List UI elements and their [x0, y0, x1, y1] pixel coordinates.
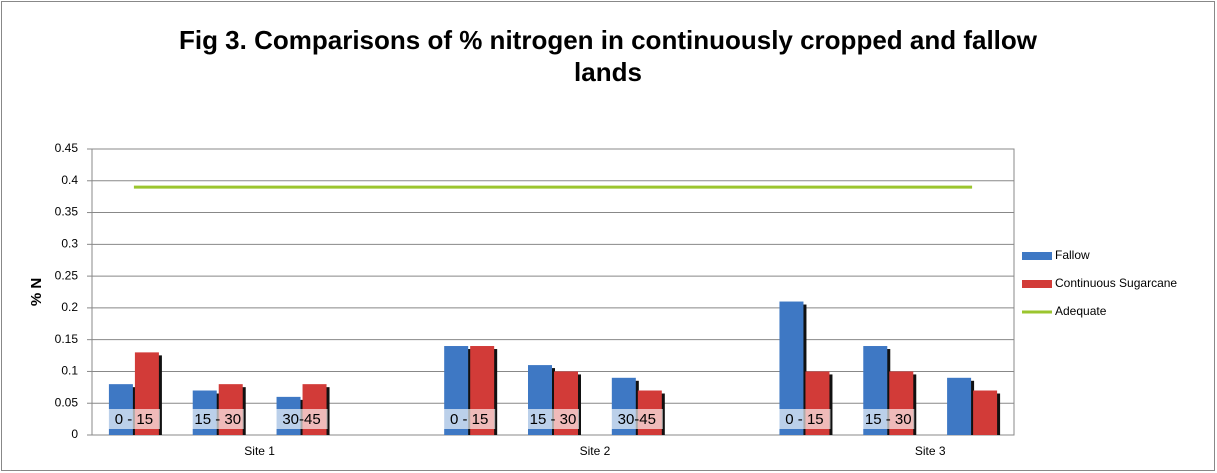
legend-label: Continuous Sugarcane	[1055, 276, 1177, 290]
y-tick-label: 0.1	[61, 364, 78, 378]
category-label: 0 - 15	[115, 411, 153, 428]
y-tick-label: 0.45	[55, 141, 79, 155]
y-tick-label: 0.3	[61, 237, 78, 251]
y-tick-label: 0	[71, 427, 78, 441]
group-label: Site 2	[580, 444, 611, 458]
category-label-box	[275, 409, 328, 429]
y-tick-label: 0.4	[61, 173, 78, 187]
category-label-box	[610, 409, 663, 429]
category-label: 15 - 30	[194, 411, 241, 428]
category-label: 0 - 15	[785, 411, 823, 428]
bar	[947, 377, 972, 435]
y-tick-label: 0.15	[55, 332, 79, 346]
legend-label: Fallow	[1055, 248, 1090, 262]
chart-title: Fig 3. Comparisons of % nitrogen in cont…	[178, 25, 1038, 87]
group-label: Site 3	[915, 444, 946, 458]
category-label: 30-45	[282, 411, 320, 428]
category-label-box	[107, 409, 160, 429]
y-tick-label: 0.25	[55, 268, 79, 282]
legend-swatch	[1022, 252, 1052, 260]
category-label: 0 - 15	[450, 411, 488, 428]
category-label: 30-45	[618, 411, 656, 428]
group-label: Site 1	[244, 444, 275, 458]
legend-swatch	[1022, 280, 1052, 288]
y-tick-label: 0.05	[55, 395, 79, 409]
y-axis-label: % N	[28, 278, 45, 306]
category-label-box	[778, 409, 831, 429]
legend-label: Adequate	[1055, 304, 1107, 318]
category-label-box	[191, 409, 244, 429]
y-tick-label: 0.35	[55, 205, 79, 219]
category-label-box	[443, 409, 496, 429]
category-label: 15 - 30	[865, 411, 912, 428]
category-label-box	[527, 409, 579, 429]
category-label: 15 - 30	[530, 411, 577, 428]
category-label-box	[862, 409, 915, 429]
bar	[973, 390, 998, 435]
y-tick-label: 0.2	[61, 300, 78, 314]
